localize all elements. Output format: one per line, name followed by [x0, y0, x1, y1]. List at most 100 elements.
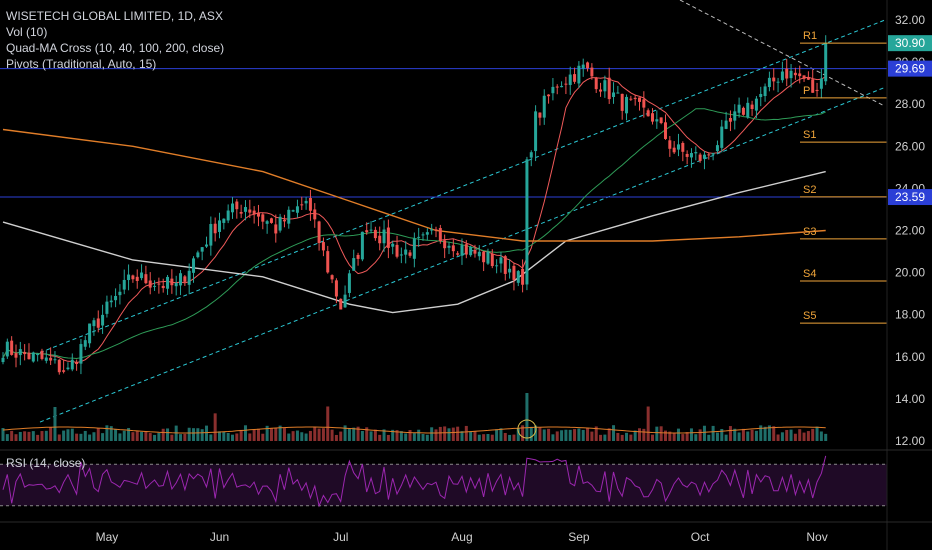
volume-bar: [200, 429, 204, 441]
candle-body: [62, 370, 66, 372]
candle: [222, 218, 226, 230]
candle: [352, 249, 356, 271]
candle-body: [438, 228, 442, 242]
candle: [170, 269, 174, 294]
volume-bar: [10, 430, 14, 441]
candle-body: [702, 154, 706, 159]
candle-body: [239, 211, 243, 214]
candle: [659, 117, 663, 125]
candle: [183, 274, 187, 286]
candle-body: [421, 234, 425, 236]
candle: [369, 221, 373, 234]
candle-body: [373, 229, 377, 239]
volume-bar: [668, 431, 672, 441]
candle: [205, 236, 209, 248]
volume-bar: [317, 428, 321, 441]
ma100-line: [2, 170, 826, 314]
volume-bar: [399, 431, 403, 441]
volume-bar: [192, 428, 196, 441]
volume-bar: [629, 434, 633, 441]
volume-bar: [793, 433, 797, 441]
volume-bar: [166, 428, 170, 441]
candle-body: [339, 298, 343, 310]
volume-bar: [369, 431, 373, 441]
volume-bar: [343, 425, 347, 441]
candle: [482, 251, 486, 272]
volume-bar: [759, 425, 763, 441]
volume-bar: [313, 427, 317, 441]
price-tick-label: 12.00: [895, 434, 925, 448]
volume-bar: [798, 429, 802, 441]
volume-bar: [824, 433, 828, 441]
candle-body: [127, 274, 131, 281]
candle: [477, 245, 481, 261]
volume-bar: [772, 426, 776, 441]
candle-body: [166, 276, 170, 289]
candle-body: [529, 152, 533, 158]
candle: [737, 97, 741, 118]
candle-body: [417, 236, 421, 238]
volume-bar: [373, 429, 377, 441]
candle: [681, 141, 685, 162]
volume-bar: [737, 432, 741, 441]
candle-body: [122, 279, 126, 290]
volume-bar: [594, 426, 598, 441]
price-tick-label: 14.00: [895, 392, 925, 406]
price-tick-label: 32.00: [895, 13, 925, 27]
volume-bar: [334, 434, 338, 441]
volume-bar: [741, 428, 745, 441]
volume-bar: [746, 431, 750, 441]
candle: [287, 206, 291, 229]
candle: [148, 272, 152, 295]
candle-body: [274, 224, 278, 234]
volume-bar: [603, 434, 607, 441]
candle: [230, 196, 234, 219]
volume-bar: [256, 428, 260, 441]
volume-bar: [239, 429, 243, 441]
volume-bar: [36, 434, 40, 441]
volume-bar: [243, 425, 247, 441]
volume-bar: [421, 433, 425, 441]
volume-bar: [308, 430, 312, 441]
candle-body: [360, 231, 364, 260]
time-tick-label: Jun: [210, 530, 229, 544]
candle: [512, 262, 516, 291]
volume-bar: [508, 434, 512, 441]
volume-bar: [551, 434, 555, 441]
candle: [447, 242, 451, 255]
candle-body: [759, 93, 763, 98]
candle-body: [53, 359, 57, 361]
volume-bar: [101, 433, 105, 441]
price-label-text: 23.59: [895, 190, 925, 204]
volume-bar: [733, 428, 737, 441]
volume-bar: [464, 425, 468, 441]
candle-body: [638, 97, 642, 102]
volume-bar: [456, 426, 460, 441]
candle-body: [157, 283, 161, 285]
candle: [166, 274, 170, 295]
candle: [724, 111, 728, 130]
volume-bar: [616, 432, 620, 441]
volume-bar: [763, 426, 767, 441]
candle: [793, 67, 797, 80]
time-axis: May Jun Jul Aug Sep Oct Nov: [96, 530, 828, 544]
volume-bar: [451, 427, 455, 441]
candle: [226, 204, 230, 224]
candle: [599, 82, 603, 97]
candle: [373, 226, 377, 241]
volume-ma-line: [2, 426, 826, 434]
candle-body: [707, 154, 711, 156]
candle-body: [140, 272, 144, 279]
candle: [750, 100, 754, 116]
volume-bar: [23, 431, 27, 441]
candle: [469, 245, 473, 257]
volume-bar: [300, 432, 304, 441]
candle: [209, 216, 213, 256]
candle: [521, 259, 525, 293]
candle-body: [577, 65, 581, 84]
volume-bar: [135, 430, 139, 441]
candle: [754, 96, 758, 119]
candle: [153, 280, 157, 291]
volume-bar: [655, 426, 659, 441]
